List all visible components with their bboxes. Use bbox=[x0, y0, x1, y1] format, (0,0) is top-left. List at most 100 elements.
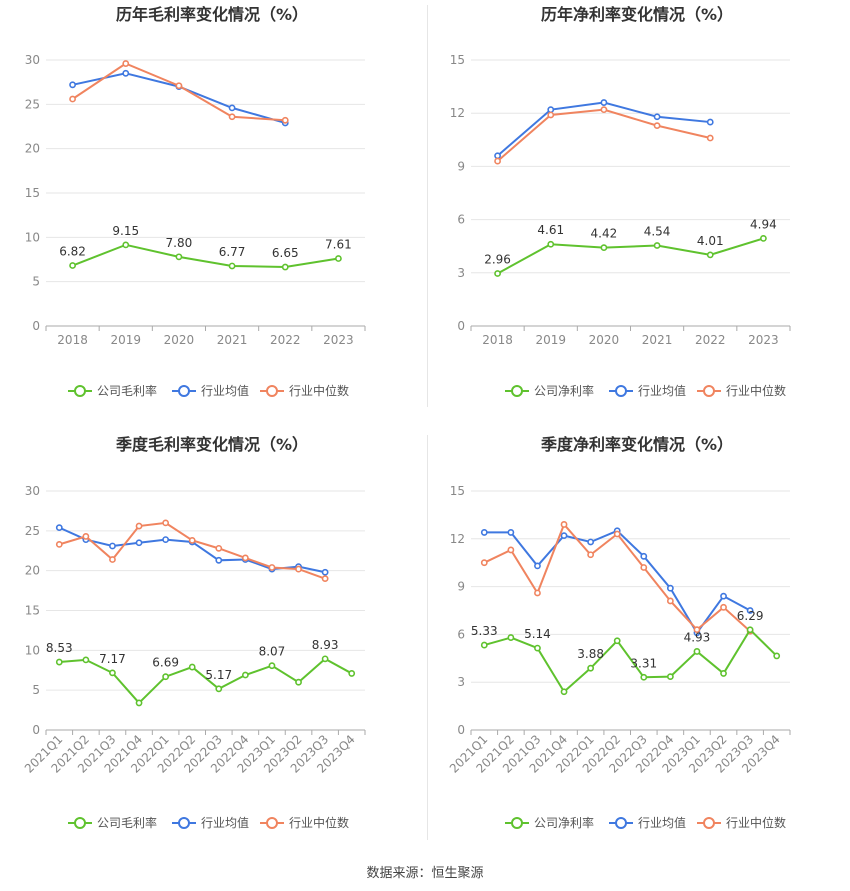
data-label: 9.15 bbox=[112, 224, 139, 238]
data-label: 7.17 bbox=[99, 652, 126, 666]
data-point bbox=[228, 104, 236, 112]
data-point bbox=[215, 685, 223, 693]
data-point bbox=[69, 81, 76, 89]
data-point bbox=[135, 539, 143, 547]
legend-label: 行业中位数 bbox=[726, 383, 786, 398]
data-point bbox=[69, 95, 76, 103]
data-point bbox=[175, 82, 183, 90]
data-point bbox=[600, 106, 608, 114]
legend-label: 行业中位数 bbox=[289, 383, 349, 398]
grid-lines bbox=[46, 490, 365, 731]
data-point bbox=[560, 532, 568, 540]
data-point bbox=[613, 530, 621, 538]
legend-item[interactable]: 行业均值 bbox=[172, 383, 249, 398]
data-label: 8.93 bbox=[312, 638, 339, 652]
legend-label: 公司净利率 bbox=[534, 815, 594, 830]
data-point bbox=[653, 122, 661, 130]
data-point bbox=[547, 240, 555, 248]
data-point bbox=[109, 669, 116, 677]
y-tick-label: 25 bbox=[25, 524, 40, 538]
data-label: 7.80 bbox=[166, 236, 193, 250]
data-point bbox=[534, 589, 541, 597]
series-line-2 bbox=[496, 108, 711, 162]
legend-item[interactable]: 行业均值 bbox=[609, 383, 686, 398]
data-point bbox=[268, 662, 276, 670]
x-tick-label: 2020 bbox=[589, 333, 620, 347]
data-point bbox=[241, 554, 249, 562]
series-line-2 bbox=[72, 62, 286, 122]
chart-title: 季度净利率变化情况（%） bbox=[540, 435, 733, 454]
x-tick-label: 2021 bbox=[642, 333, 673, 347]
data-point bbox=[321, 575, 329, 583]
data-point bbox=[494, 157, 501, 165]
legend-item[interactable]: 行业均值 bbox=[172, 815, 249, 830]
data-point bbox=[281, 116, 289, 124]
data-point bbox=[135, 699, 143, 707]
data-point bbox=[666, 584, 674, 592]
legend-item[interactable]: 行业中位数 bbox=[260, 383, 349, 398]
legend-marker bbox=[615, 385, 627, 397]
data-label: 4.61 bbox=[537, 223, 564, 237]
data-point bbox=[122, 69, 130, 77]
legend-item[interactable]: 行业中位数 bbox=[697, 383, 786, 398]
legend-item[interactable]: 公司毛利率 bbox=[68, 815, 157, 830]
data-label: 4.94 bbox=[750, 217, 777, 231]
x-tick-label: 2019 bbox=[535, 333, 566, 347]
data-point bbox=[600, 99, 608, 106]
y-tick-label: 20 bbox=[25, 142, 40, 156]
legend-marker bbox=[74, 817, 86, 829]
data-point bbox=[188, 663, 196, 671]
data-point bbox=[746, 607, 754, 614]
legend-label: 公司净利率 bbox=[534, 383, 594, 398]
data-point bbox=[600, 244, 608, 252]
grid-lines bbox=[46, 59, 365, 327]
legend-marker bbox=[74, 385, 86, 397]
data-point bbox=[480, 559, 488, 567]
data-point bbox=[55, 540, 63, 548]
data-point bbox=[228, 113, 236, 121]
data-point bbox=[653, 113, 661, 121]
chart-title: 季度毛利率变化情况（%） bbox=[115, 435, 308, 454]
series-line-0 bbox=[59, 657, 353, 705]
data-label: 6.69 bbox=[152, 656, 179, 670]
legend-label: 公司毛利率 bbox=[97, 815, 157, 830]
data-point bbox=[560, 521, 568, 528]
data-point bbox=[295, 565, 302, 573]
legend-marker bbox=[178, 385, 190, 397]
quarterly-net-chart: 季度净利率变化情况（%）036912152021Q12021Q22021Q320… bbox=[447, 435, 791, 830]
chart-panel-annual-gross: 历年毛利率变化情况（%） 0 5 10 15 20 25 30 2018 2019 2020 2021… bbox=[0, 0, 425, 430]
y-tick-label: 9 bbox=[457, 159, 465, 173]
data-label: 6.77 bbox=[219, 245, 246, 259]
data-point bbox=[281, 263, 289, 271]
y-tick-label: 9 bbox=[457, 580, 465, 594]
legend-item[interactable]: 行业中位数 bbox=[260, 815, 349, 830]
data-point bbox=[720, 592, 727, 600]
data-label: 5.14 bbox=[524, 627, 551, 641]
data-point bbox=[109, 542, 116, 550]
y-tick-label: 0 bbox=[457, 723, 465, 737]
legend-item[interactable]: 行业中位数 bbox=[697, 815, 786, 830]
legend-item[interactable]: 行业均值 bbox=[609, 815, 686, 830]
data-point bbox=[480, 529, 488, 536]
y-tick-label: 3 bbox=[457, 266, 465, 280]
legend-marker bbox=[615, 817, 627, 829]
data-point bbox=[122, 241, 130, 249]
data-point bbox=[188, 536, 196, 544]
data-point bbox=[82, 656, 90, 664]
data-label: 3.31 bbox=[630, 656, 657, 670]
y-tick-label: 6 bbox=[457, 213, 465, 227]
data-point bbox=[666, 673, 674, 681]
series-line-0 bbox=[72, 243, 339, 269]
annual-net-chart: 历年净利率变化情况（%） 0 3 6 9 12 15 2018 2019 2020 2021 2022… bbox=[450, 5, 791, 398]
legend-item[interactable]: 公司净利率 bbox=[505, 383, 594, 398]
x-tick-label: 2022 bbox=[695, 333, 726, 347]
data-point bbox=[547, 106, 555, 114]
data-point bbox=[613, 637, 621, 645]
legend-item[interactable]: 公司净利率 bbox=[505, 815, 594, 830]
data-label: 6.65 bbox=[272, 246, 299, 260]
data-label: 8.53 bbox=[46, 641, 73, 655]
legend-label: 行业均值 bbox=[638, 383, 686, 398]
legend-marker bbox=[703, 385, 715, 397]
quarterly-gross-chart: 季度毛利率变化情况（%）0510152025302021Q12021Q22021… bbox=[22, 435, 366, 830]
legend-item[interactable]: 公司毛利率 bbox=[68, 383, 157, 398]
